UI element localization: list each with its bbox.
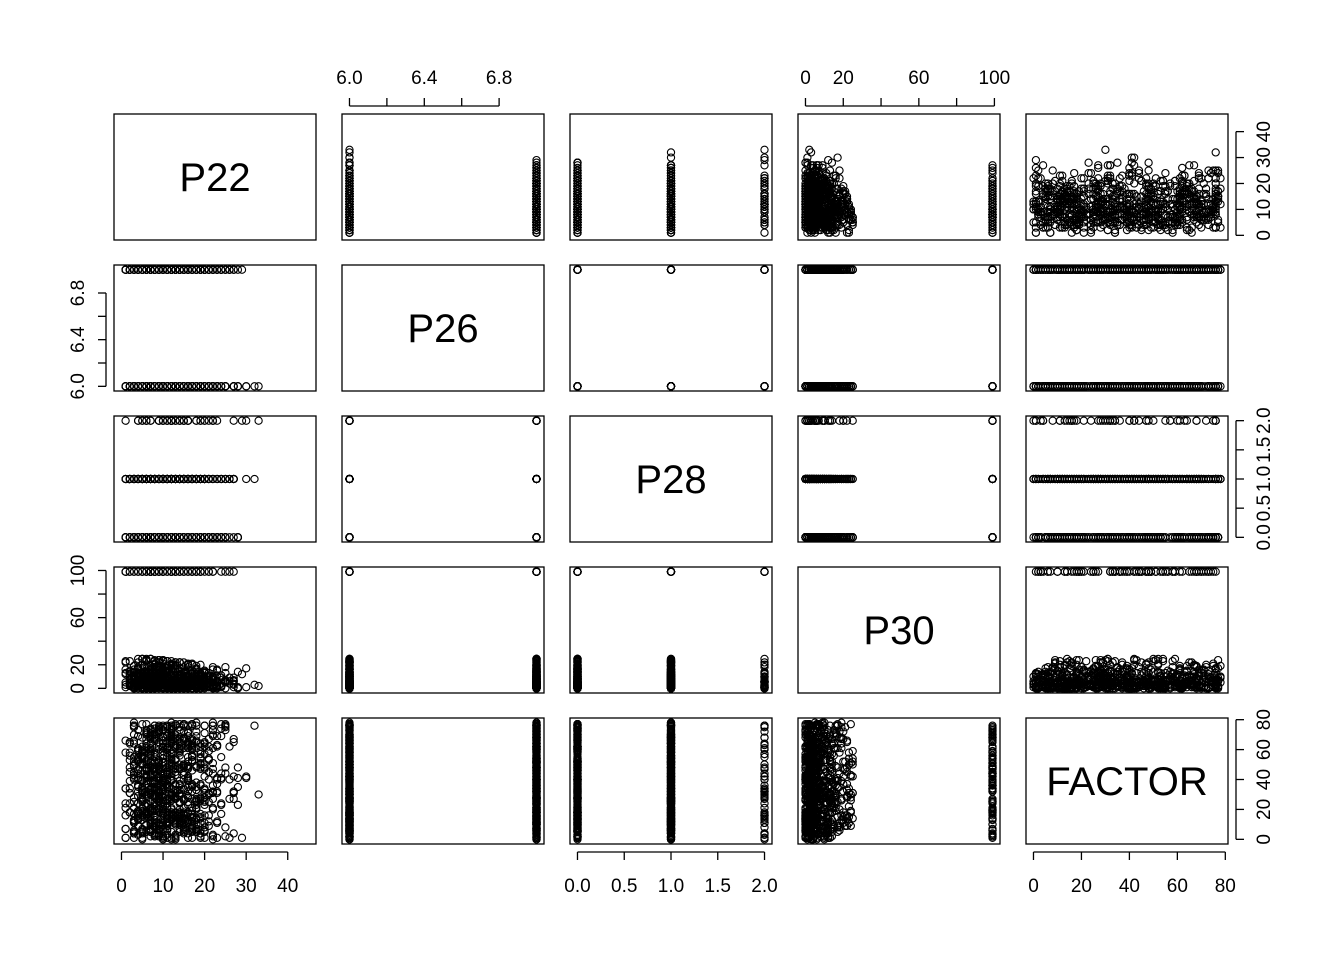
data-point: [1084, 158, 1093, 167]
scatter-panel-p22-vs-p30: [797, 113, 1001, 241]
data-point: [125, 382, 134, 391]
panel-frame: [113, 264, 317, 392]
scatter-panel-p22-vs-p26: [341, 113, 545, 241]
data-point: [1144, 166, 1153, 175]
diagonal-panel-p26: P26: [341, 264, 545, 392]
data-point: [1079, 228, 1088, 237]
scatter-panel-p26-vs-p22: [113, 264, 317, 392]
data-point: [1185, 161, 1194, 170]
variable-label: P26: [407, 307, 478, 351]
data-point: [1031, 228, 1041, 237]
data-point: [1070, 168, 1079, 178]
scatter-panel-p22-vs-factor: [1025, 113, 1229, 241]
data-point: [1211, 148, 1220, 157]
data-point: [760, 228, 769, 237]
data-point: [242, 382, 251, 391]
data-point: [760, 145, 769, 154]
data-point: [345, 168, 354, 178]
panel-frame: [113, 113, 317, 241]
data-point: [233, 382, 243, 391]
data-point: [163, 382, 172, 391]
panel-frame: [341, 113, 545, 241]
data-point: [1113, 158, 1122, 167]
data-point: [345, 148, 354, 157]
data-point: [345, 176, 354, 186]
diagonal-panel-p22: P22: [113, 113, 317, 241]
data-point: [192, 265, 201, 274]
data-point: [121, 265, 130, 274]
data-point: [192, 382, 201, 391]
data-point: [1038, 161, 1048, 170]
scatter-panel-p22-vs-p28: [569, 113, 773, 241]
data-point: [1178, 163, 1187, 173]
data-point: [1101, 145, 1110, 154]
data-point: [1048, 166, 1057, 175]
data-point: [1144, 158, 1153, 167]
data-point: [1031, 155, 1041, 165]
data-point: [532, 181, 541, 191]
data-point: [125, 265, 134, 274]
data-point: [163, 265, 172, 274]
data-point: [666, 153, 676, 162]
data-point: [229, 265, 238, 274]
data-point: [835, 166, 844, 175]
data-point: [833, 153, 842, 162]
variable-label: P22: [179, 156, 250, 200]
data-point: [345, 174, 354, 183]
data-point: [532, 158, 541, 167]
panel-frame: [569, 264, 773, 392]
data-point: [121, 382, 130, 391]
data-point: [1161, 168, 1170, 178]
data-point: [221, 382, 230, 391]
data-point: [345, 166, 354, 175]
scatter-panel-p26-vs-p28: [569, 264, 773, 392]
data-point: [229, 382, 238, 391]
